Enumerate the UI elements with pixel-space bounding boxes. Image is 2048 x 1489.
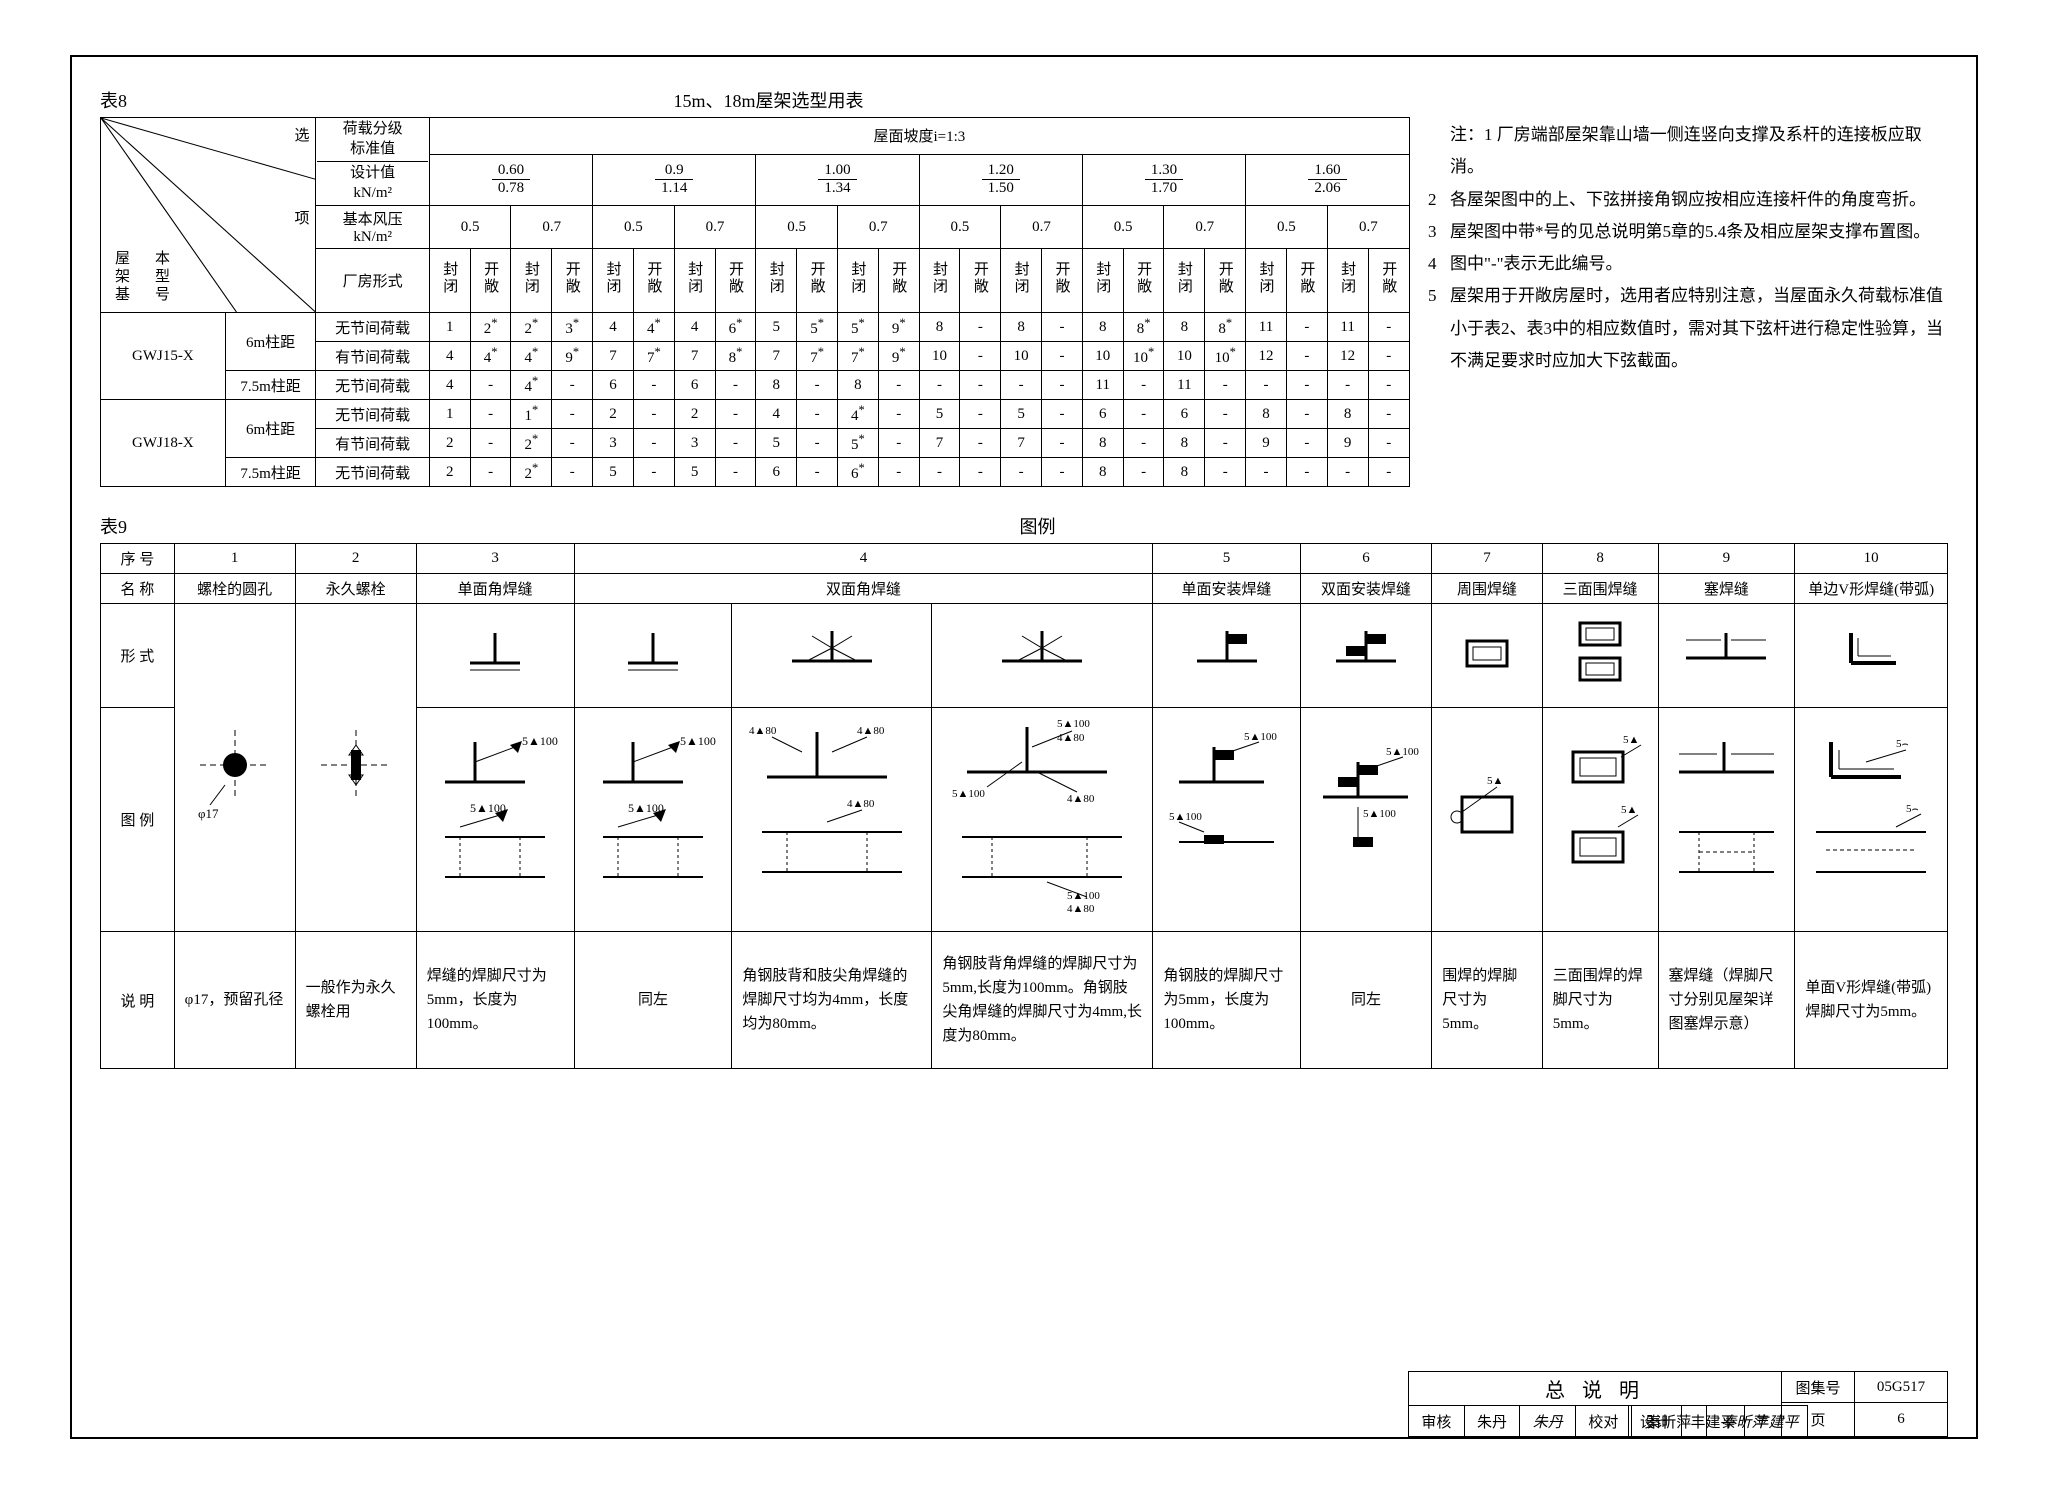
tb-chksig: 朱丹: [1520, 1406, 1576, 1437]
svg-text:5▲100: 5▲100: [680, 734, 716, 748]
table8-label: 表8: [100, 87, 127, 113]
svg-text:5⌢: 5⌢: [1906, 803, 1919, 815]
svg-text:5▲100: 5▲100: [1169, 811, 1202, 823]
title-block-2: 设计 丰建平 丰建平: [1628, 1345, 1808, 1437]
table8-container: 表8 15m、18m屋架选型用表: [100, 87, 1410, 487]
svg-text:5▲100: 5▲100: [952, 788, 985, 800]
table8-title: 15m、18m屋架选型用表: [127, 87, 1410, 113]
tb-chkname: 朱丹: [1464, 1406, 1520, 1437]
svg-text:5▲100: 5▲100: [470, 801, 506, 815]
svg-text:5⌢: 5⌢: [1896, 738, 1909, 750]
svg-text:5▲100: 5▲100: [1363, 808, 1396, 820]
tb-rev: 校对: [1576, 1406, 1632, 1437]
svg-text:5▲100: 5▲100: [1244, 731, 1277, 743]
svg-text:4▲80: 4▲80: [847, 798, 875, 810]
svg-text:5▲100: 5▲100: [1067, 890, 1100, 902]
table9: 序 号12345678910名 称螺栓的圆孔永久螺栓单面角焊缝双面角焊缝单面安装…: [100, 543, 1948, 1069]
svg-text:5▲: 5▲: [1621, 804, 1637, 816]
tb-pageno: 6: [1855, 1403, 1948, 1437]
tb-desname: 丰建平: [1682, 1406, 1745, 1437]
svg-text:5▲100: 5▲100: [1057, 718, 1090, 730]
svg-text:5▲100: 5▲100: [1386, 746, 1419, 758]
svg-text:4▲80: 4▲80: [1067, 903, 1095, 915]
svg-text:4▲80: 4▲80: [1057, 732, 1085, 744]
notes-block: 注：1 厂房端部屋架靠山墙一侧连竖向支撑及系杆的连接板应取消。2各屋架图中的上、…: [1428, 87, 1948, 487]
table9-label: 表9: [100, 513, 127, 539]
tb-des: 设计: [1629, 1406, 1682, 1437]
svg-text:4▲80: 4▲80: [749, 725, 777, 737]
table8: 选 项 屋架基 本型号荷载分级标准值设计值kN/m²屋面坡度i=1:30.600…: [100, 117, 1410, 487]
svg-text:4▲80: 4▲80: [857, 725, 885, 737]
svg-text:5▲: 5▲: [1623, 734, 1639, 746]
svg-text:5▲100: 5▲100: [522, 734, 558, 748]
tb-chk: 审核: [1409, 1406, 1465, 1437]
svg-text:5▲100: 5▲100: [628, 801, 664, 815]
tb-setno: 05G517: [1855, 1372, 1948, 1403]
svg-text:φ17: φ17: [198, 806, 219, 821]
tb-dessig: 丰建平: [1745, 1406, 1808, 1437]
table9-title: 图例: [127, 513, 1948, 539]
svg-text:4▲80: 4▲80: [1067, 793, 1095, 805]
svg-text:5▲: 5▲: [1487, 775, 1503, 787]
